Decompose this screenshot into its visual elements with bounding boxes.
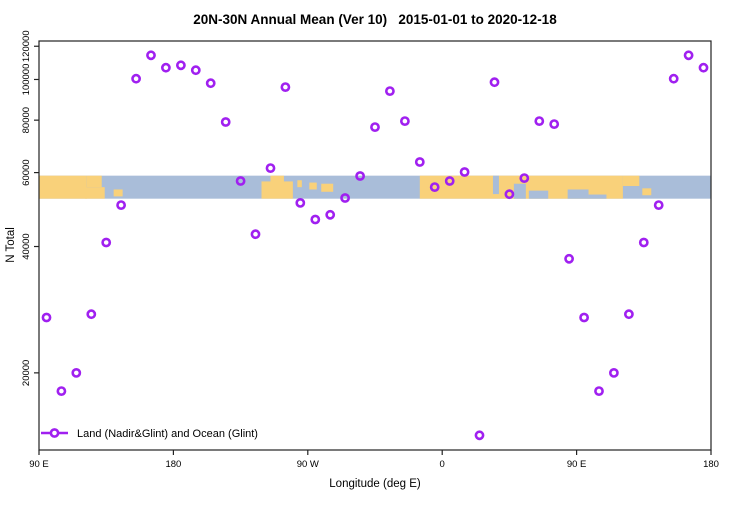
data-point <box>698 62 709 73</box>
data-point <box>534 116 545 126</box>
data-point <box>101 237 112 248</box>
data-point <box>444 176 455 186</box>
y-tick-label: 120000 <box>21 30 32 62</box>
legend: Land (Nadir&Glint) and Ocean (Glint) <box>41 428 258 440</box>
ocean-inlet <box>513 183 526 199</box>
plot-border <box>38 40 712 451</box>
x-tick-label: 90 E <box>29 459 49 470</box>
ocean-inlet <box>588 194 607 199</box>
y-tick-label: 40000 <box>21 233 32 259</box>
chart-title: 20N-30N Annual Mean (Ver 10) 2015-01-01 … <box>193 12 557 27</box>
ocean-inlet <box>567 189 589 199</box>
data-point <box>429 182 440 192</box>
data-point <box>41 312 52 323</box>
data-point <box>355 171 365 181</box>
y-tick-label: 60000 <box>21 159 32 185</box>
data-point <box>146 50 156 61</box>
data-point <box>638 237 649 248</box>
land-ocean-map-band <box>39 175 711 199</box>
y-axis-ticks: 20000 40000 60000 80000 100000 120000 <box>21 30 39 386</box>
x-tick-label: 0 <box>440 459 445 470</box>
x-tick-label: 90 E <box>567 459 587 470</box>
data-point <box>310 214 321 225</box>
data-point <box>474 430 485 441</box>
land-segment <box>86 175 102 188</box>
data-point <box>624 309 634 320</box>
land-segment <box>622 175 640 187</box>
data-point <box>609 367 619 378</box>
data-point <box>131 73 141 84</box>
x-tick-label: 180 <box>703 459 719 470</box>
x-tick-label: 90 W <box>297 459 319 470</box>
y-axis-title: N Total <box>5 227 17 263</box>
data-point <box>579 312 589 323</box>
ocean-inlet <box>492 175 499 195</box>
data-point <box>459 167 470 177</box>
data-point <box>265 163 276 173</box>
data-point <box>549 119 560 129</box>
ocean-inlet <box>528 190 549 199</box>
data-point <box>250 229 261 240</box>
data-point <box>325 209 336 220</box>
data-point <box>340 193 350 203</box>
land-segment <box>85 187 105 199</box>
data-point <box>116 200 126 210</box>
land-segment <box>113 189 123 197</box>
data-point <box>653 200 664 210</box>
x-axis-ticks: 90 E 180 90 W 0 90 E 180 <box>29 450 719 470</box>
data-point <box>489 77 500 88</box>
data-point <box>399 116 410 126</box>
data-point <box>86 309 97 320</box>
land-segment <box>321 183 334 192</box>
land-segment <box>309 182 317 190</box>
data-points-group <box>41 50 709 441</box>
data-point <box>190 65 201 76</box>
data-point <box>220 117 231 127</box>
y-tick-label: 80000 <box>21 107 32 133</box>
data-point <box>683 50 694 61</box>
data-point <box>519 173 530 183</box>
y-tick-label: 20000 <box>21 360 32 386</box>
x-axis-title: Longitude (deg E) <box>329 478 421 490</box>
data-point <box>295 197 306 208</box>
data-point <box>594 386 604 396</box>
data-point <box>280 82 291 92</box>
data-point <box>668 73 679 84</box>
land-segment <box>270 175 284 183</box>
data-point <box>56 386 67 396</box>
land-segment <box>297 180 302 188</box>
data-point <box>71 367 82 378</box>
data-point <box>384 86 395 96</box>
y-tick-label: 100000 <box>21 64 32 96</box>
data-point <box>504 189 515 200</box>
x-tick-label: 180 <box>165 459 181 470</box>
data-point <box>205 78 216 89</box>
data-point <box>564 253 574 264</box>
data-point <box>414 157 425 167</box>
data-point <box>160 62 171 73</box>
data-point <box>235 176 246 186</box>
legend-point-symbol <box>49 428 60 438</box>
land-segment <box>642 188 652 196</box>
legend-label: Land (Nadir&Glint) and Ocean (Glint) <box>77 428 258 440</box>
land-segment <box>261 181 293 199</box>
data-point <box>370 122 380 132</box>
land-segment <box>39 175 87 199</box>
data-point <box>175 60 186 71</box>
